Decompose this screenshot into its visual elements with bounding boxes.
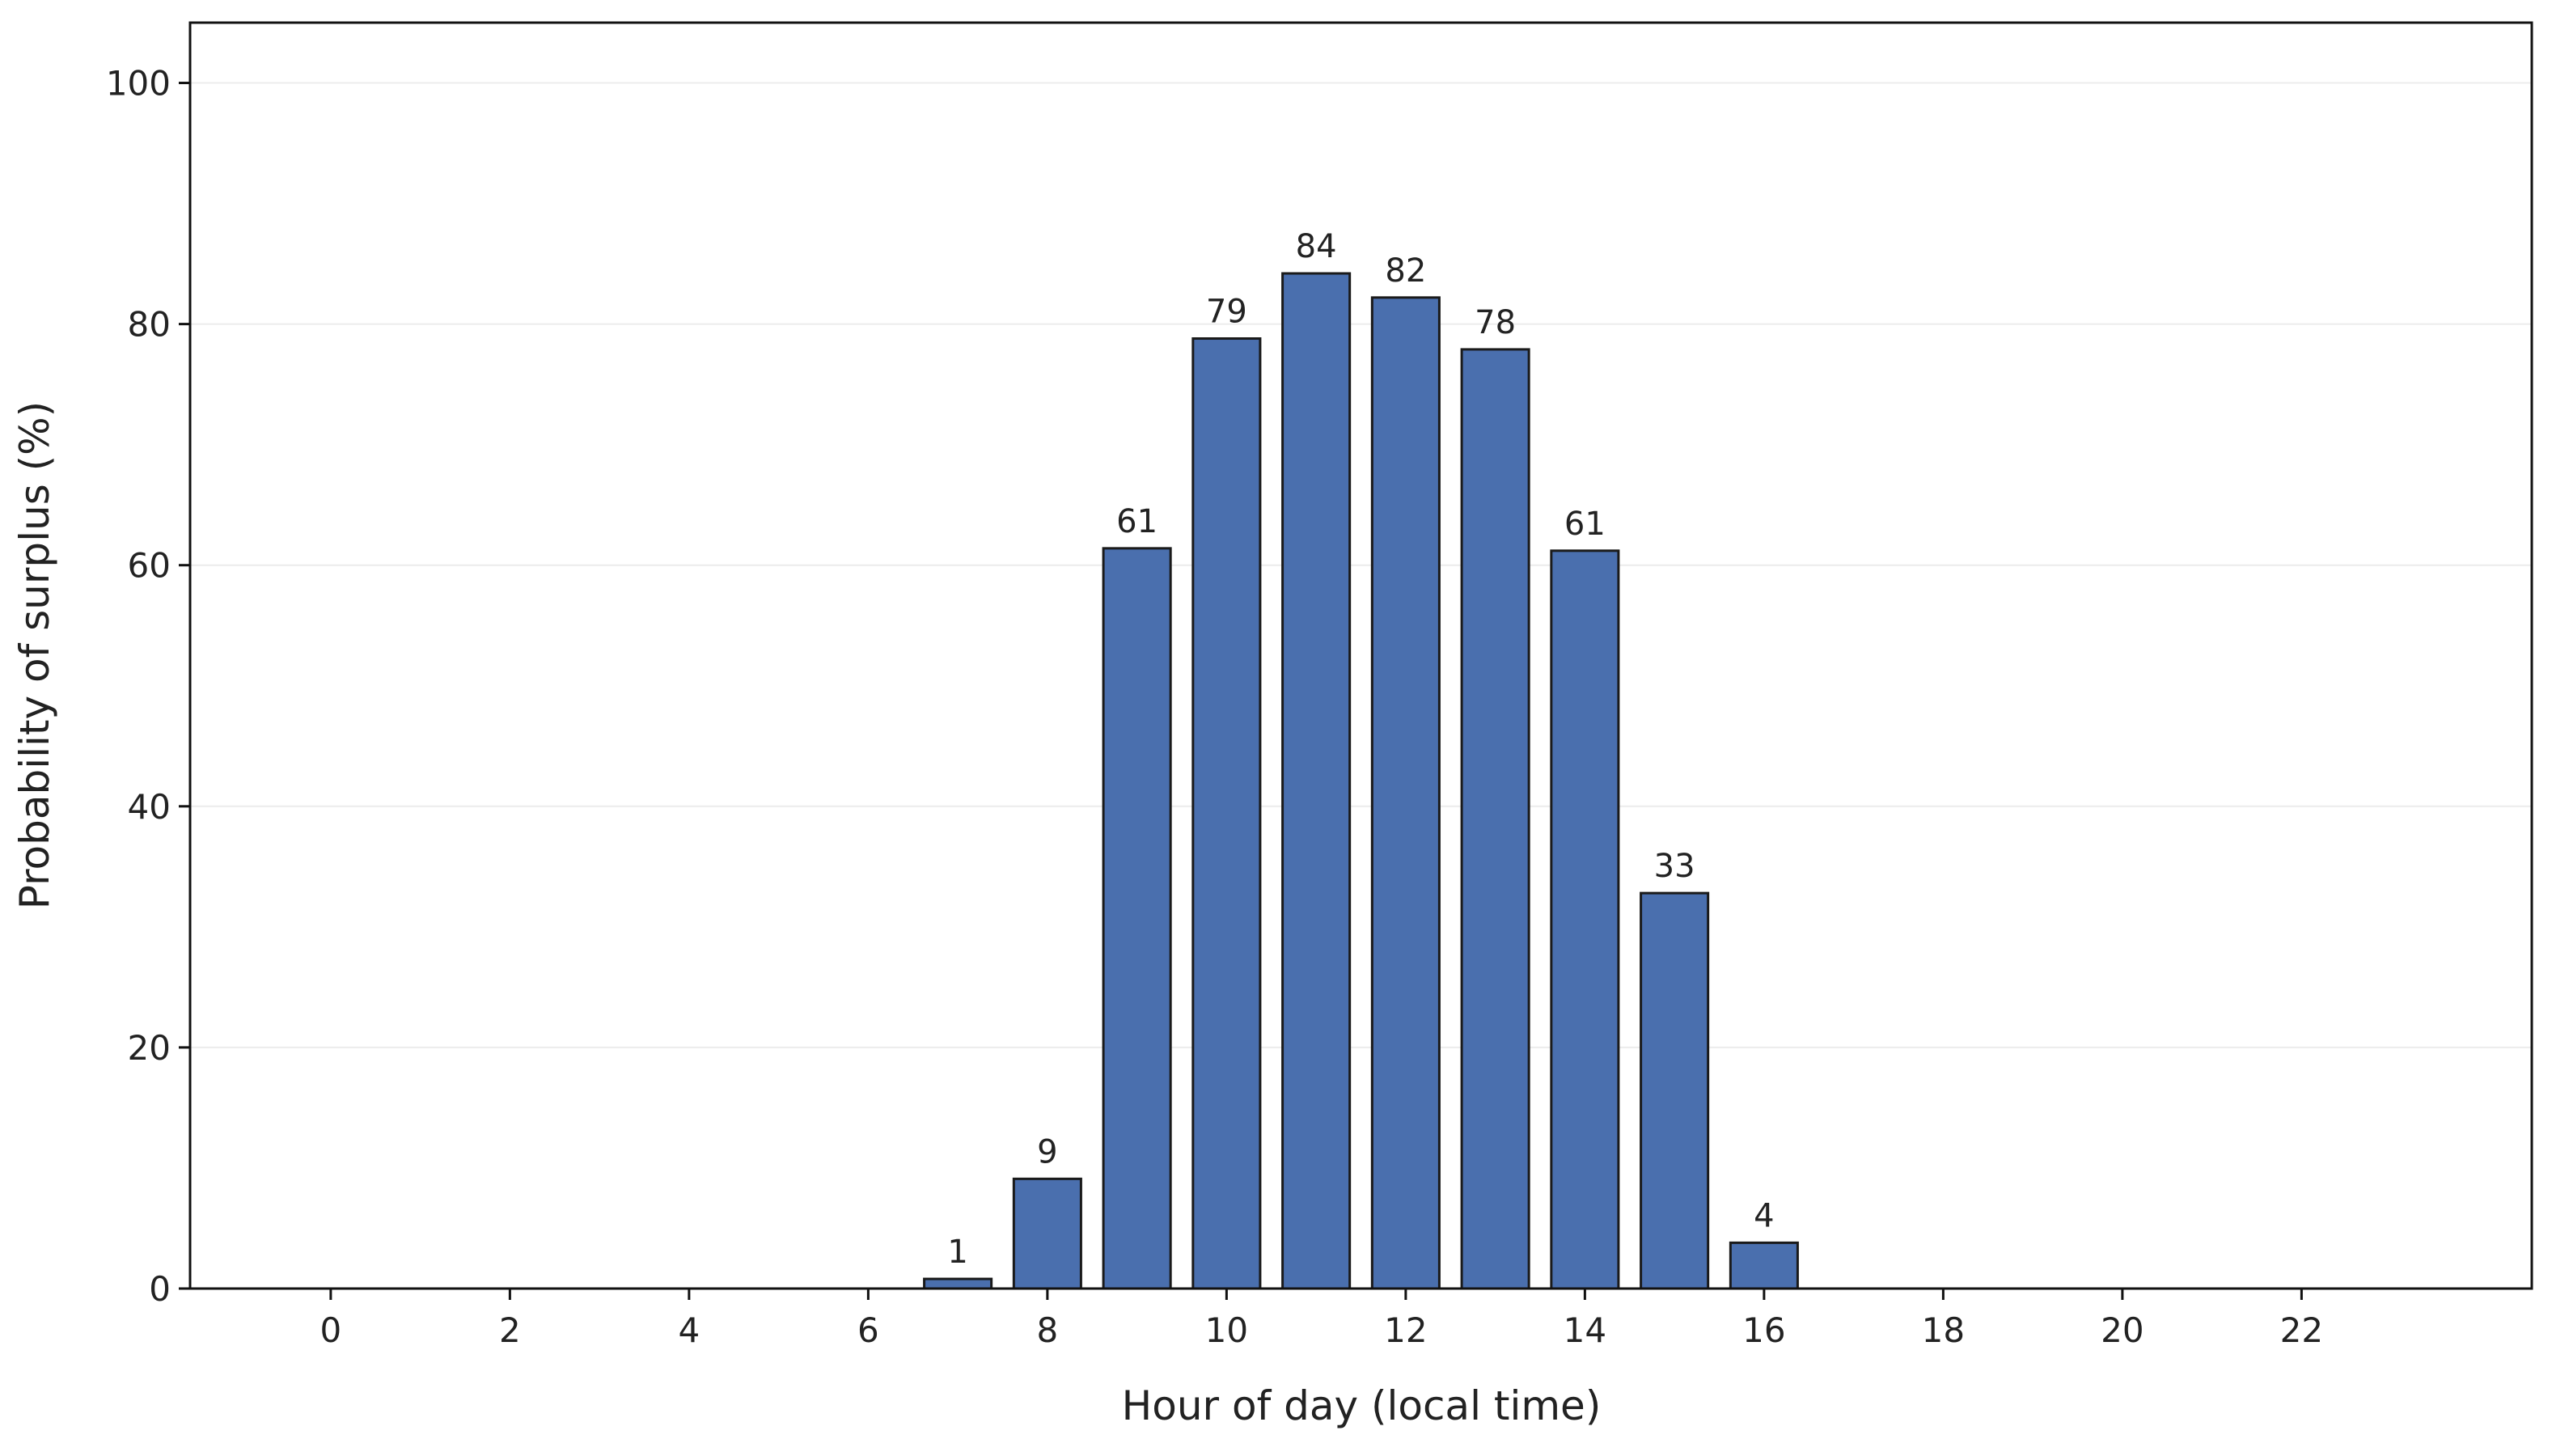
x-tick-label: 8 (1037, 1310, 1059, 1350)
data-label: 61 (1564, 506, 1606, 543)
data-label: 1 (947, 1234, 967, 1271)
x-tick-label: 2 (499, 1310, 521, 1350)
y-tick-label: 40 (128, 787, 171, 827)
data-label: 9 (1037, 1133, 1057, 1170)
data-label: 4 (1754, 1197, 1774, 1234)
x-tick-label: 6 (857, 1310, 879, 1350)
bar (1460, 348, 1530, 1290)
bar (1370, 296, 1441, 1290)
x-tick-label: 4 (679, 1310, 700, 1350)
bar (1729, 1241, 1799, 1290)
data-label: 84 (1296, 228, 1337, 265)
plot-frame (188, 21, 2533, 1290)
x-tick-label: 18 (1922, 1310, 1965, 1350)
bar (1281, 272, 1352, 1290)
x-tick-label: 12 (1384, 1310, 1427, 1350)
bar (923, 1277, 993, 1290)
x-tick-label: 20 (2101, 1310, 2144, 1350)
y-tick-label: 60 (128, 546, 171, 586)
bar (1012, 1177, 1082, 1290)
data-label: 33 (1654, 848, 1695, 885)
bar (1191, 337, 1262, 1290)
x-axis-label: Hour of day (local time) (1122, 1382, 1602, 1429)
x-tick-label: 14 (1564, 1310, 1606, 1350)
y-tick-label: 80 (128, 305, 171, 345)
data-label: 61 (1116, 503, 1157, 540)
y-tick-label: 100 (106, 64, 171, 104)
data-label: 78 (1475, 304, 1516, 341)
x-tick-label: 0 (320, 1310, 342, 1350)
data-label: 79 (1206, 294, 1247, 331)
x-tick-label: 22 (2280, 1310, 2323, 1350)
x-tick-label: 16 (1742, 1310, 1785, 1350)
x-tick-label: 10 (1205, 1310, 1248, 1350)
bar (1550, 549, 1620, 1290)
bar (1102, 547, 1172, 1290)
data-label: 82 (1385, 252, 1426, 290)
y-axis-label: Probability of surplus (%) (11, 401, 58, 909)
bar (1640, 891, 1710, 1290)
y-tick-label: 20 (128, 1028, 171, 1068)
y-tick-label: 0 (149, 1269, 171, 1309)
